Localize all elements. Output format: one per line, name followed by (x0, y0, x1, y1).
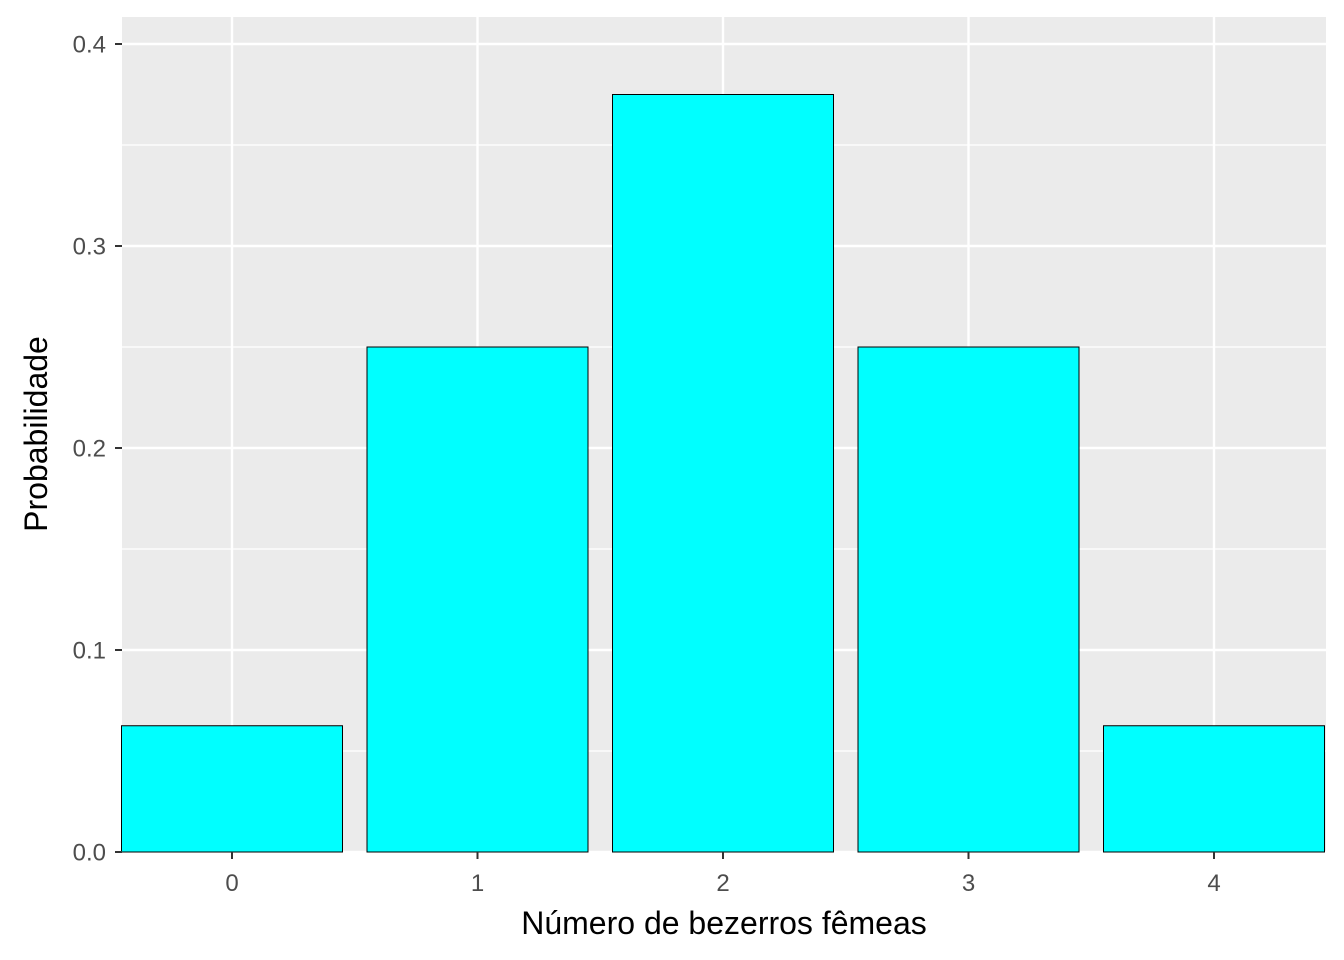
y-axis-title: Probabilidade (18, 336, 54, 532)
bar-3 (857, 346, 1080, 853)
x-tick-label: 0 (225, 870, 238, 897)
x-tick-label: 3 (962, 870, 975, 897)
bar-2 (612, 94, 834, 853)
x-axis-title: Número de bezerros fêmeas (521, 905, 927, 941)
x-tick-label: 2 (716, 870, 729, 897)
x-axis: 0 1 2 3 4 (225, 852, 1221, 897)
y-tick-label: 0.1 (73, 638, 106, 665)
y-axis: 0.0 0.1 0.2 0.3 0.4 (73, 32, 122, 867)
x-tick-label: 1 (471, 870, 484, 897)
bar-0 (121, 725, 343, 853)
bar-4 (1103, 725, 1325, 853)
y-tick-label: 0.3 (73, 234, 106, 261)
bar-1 (366, 346, 589, 853)
y-tick-label: 0.0 (73, 840, 106, 867)
x-tick-label: 4 (1207, 870, 1220, 897)
bars (121, 94, 1325, 853)
y-tick-label: 0.4 (73, 32, 106, 59)
y-tick-label: 0.2 (73, 436, 106, 463)
